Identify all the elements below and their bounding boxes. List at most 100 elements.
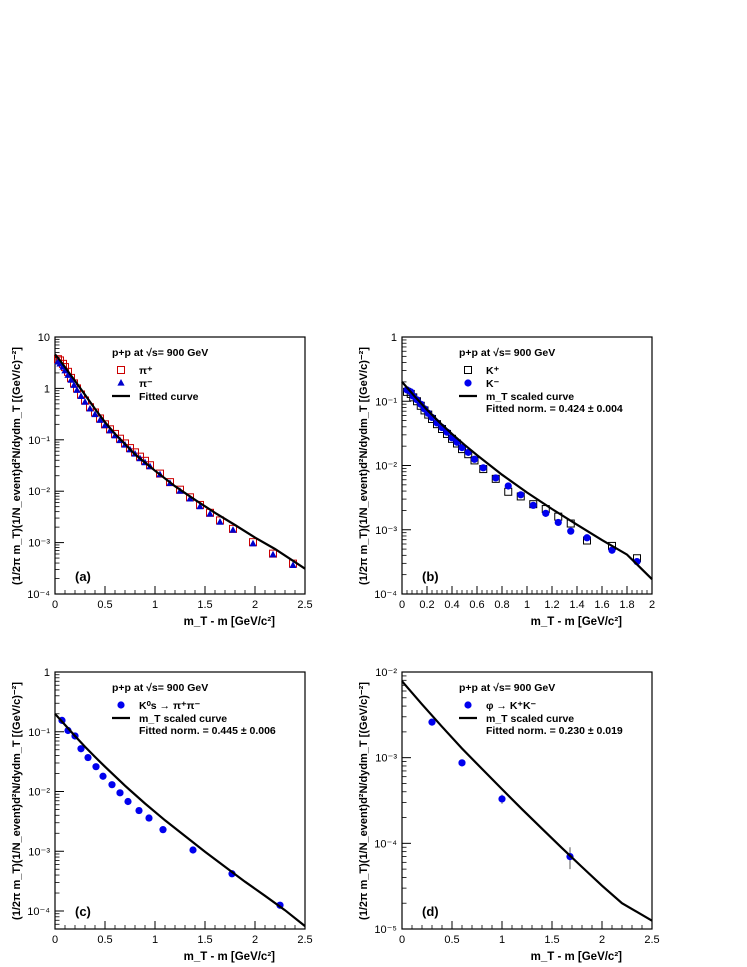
legend-entry: m_T scaled curve — [459, 391, 574, 403]
data-point — [608, 546, 616, 554]
legend-swatch — [464, 701, 472, 709]
fit-normalization: Fitted norm. = 0.230 ± 0.019 — [486, 725, 623, 737]
panel-c: 0 0.5 1 1.5 2 2.5 10⁻⁴ 10⁻³ 10⁻² 10⁻¹ 1 m_T - m [Ge… — [11, 667, 313, 963]
x-axis-label: m_T - m [GeV/c²] — [531, 951, 623, 963]
data-point — [91, 410, 99, 418]
data-point — [92, 763, 100, 771]
fit-normalization: Fitted norm. = 0.424 ± 0.004 — [486, 403, 623, 415]
series-0 — [54, 355, 297, 568]
data-point — [542, 509, 550, 517]
data-point — [189, 846, 197, 854]
series-0 — [58, 716, 284, 909]
data-point — [77, 745, 85, 753]
legend-entry: Fitted curve — [112, 391, 199, 403]
legend-swatch — [464, 379, 472, 387]
data-point — [108, 781, 116, 789]
data-point — [186, 494, 194, 502]
plot-frame — [401, 336, 653, 595]
panel-b: 0 0.2 0.4 0.6 0.8 1 1.2 1.4 1.6 1.8 2 10⁻⁴ 10⁻³ 10⁻² 1… — [358, 332, 655, 628]
data-point — [67, 376, 75, 383]
y-tick-label: 10⁻³ — [375, 753, 397, 765]
x-tick-label: 0.2 — [419, 599, 434, 611]
legend-label: Fitted curve — [139, 391, 199, 403]
series-1 — [401, 680, 653, 922]
y-axis-label: (1/2π m_T)(1/N_event)d²N/dydm_T [(GeV/c)… — [358, 682, 370, 920]
y-axis-label: (1/2π m_T)(1/N_event)d²N/dydm_T [(GeV/c)… — [358, 347, 370, 585]
legend-label: m_T scaled curve — [139, 713, 227, 725]
data-point — [81, 398, 89, 405]
x-tick-label: 1 — [499, 934, 505, 946]
y-tick-label: 10⁻² — [28, 486, 50, 498]
y-tick-label: 10⁻³ — [375, 525, 397, 537]
legend-label: K⁺ — [486, 365, 500, 377]
data-point — [498, 795, 506, 803]
legend-entry: K⁰s → π⁺π⁻ — [117, 700, 201, 712]
x-tick-label: 0 — [52, 934, 58, 946]
legend-label: K⁰s → π⁺π⁻ — [139, 700, 201, 712]
data-point — [216, 518, 224, 525]
legend-label: m_T scaled curve — [486, 391, 574, 403]
y-tick-label: 10⁻⁴ — [374, 838, 397, 850]
panel-label: (c) — [75, 904, 91, 919]
legend-label: K⁻ — [486, 378, 500, 390]
fit-curve — [54, 353, 306, 570]
legend-swatch — [117, 701, 125, 709]
panel-label: (a) — [75, 569, 91, 584]
data-point — [479, 464, 487, 472]
series-1 — [54, 357, 297, 569]
x-tick-label: 0.6 — [469, 599, 484, 611]
data-point — [70, 381, 78, 388]
data-point — [77, 392, 85, 399]
x-tick-label: 0.8 — [494, 599, 509, 611]
x-tick-label: 0.5 — [444, 934, 459, 946]
data-point — [196, 502, 204, 510]
data-point — [504, 482, 512, 490]
y-tick-label: 10⁻¹ — [28, 435, 50, 447]
series-1 — [54, 713, 306, 927]
x-axis-label: m_T - m [GeV/c²] — [184, 616, 276, 628]
legend-label: m_T scaled curve — [486, 713, 574, 725]
legend-entry: m_T scaled curve — [459, 713, 574, 725]
x-tick-label: 1.2 — [544, 599, 559, 611]
fit-curve — [401, 381, 653, 580]
chart-title: p+p at √s= 900 GeV — [459, 682, 555, 694]
x-tick-label: 1 — [152, 599, 158, 611]
data-point — [269, 550, 277, 558]
data-point — [135, 806, 143, 815]
y-tick-label: 10 — [38, 332, 50, 344]
data-point — [428, 718, 436, 726]
series-0 — [428, 718, 574, 870]
series-2 — [54, 353, 306, 570]
data-point — [84, 753, 92, 762]
x-tick-label: 0.4 — [444, 599, 459, 611]
data-point — [583, 534, 591, 542]
legend-entry: K⁻ — [464, 378, 500, 390]
y-tick-label: 10⁻⁵ — [374, 924, 397, 936]
legend-entry: π⁺ — [117, 365, 153, 377]
data-point — [206, 510, 214, 517]
fit-curve — [401, 680, 653, 922]
x-tick-label: 2.5 — [644, 934, 659, 946]
x-tick-label: 2.5 — [297, 599, 312, 611]
data-point — [492, 474, 500, 482]
x-tick-label: 1.6 — [594, 599, 609, 611]
x-tick-label: 1 — [524, 599, 530, 611]
x-tick-label: 0 — [399, 599, 405, 611]
legend-swatch — [464, 366, 472, 374]
y-tick-label: 10⁻² — [375, 667, 397, 679]
fit-curve — [54, 713, 306, 927]
y-tick-label: 1 — [391, 332, 397, 344]
legend-label: π⁻ — [139, 378, 153, 390]
x-tick-label: 1.5 — [197, 934, 212, 946]
panel-d: 0 0.5 1 1.5 2 2.5 10⁻⁵ 10⁻⁴ 10⁻³ 10⁻² m_T - m [GeV… — [358, 667, 660, 963]
data-point — [73, 386, 81, 393]
x-axis-label: m_T - m [GeV/c²] — [531, 616, 623, 628]
data-point — [249, 539, 257, 547]
series-2 — [401, 381, 653, 580]
data-point — [116, 789, 124, 797]
data-point — [289, 561, 297, 569]
y-tick-label: 10⁻³ — [28, 846, 50, 858]
x-tick-label: 2 — [252, 934, 258, 946]
x-axis-label: m_T - m [GeV/c²] — [184, 951, 276, 963]
